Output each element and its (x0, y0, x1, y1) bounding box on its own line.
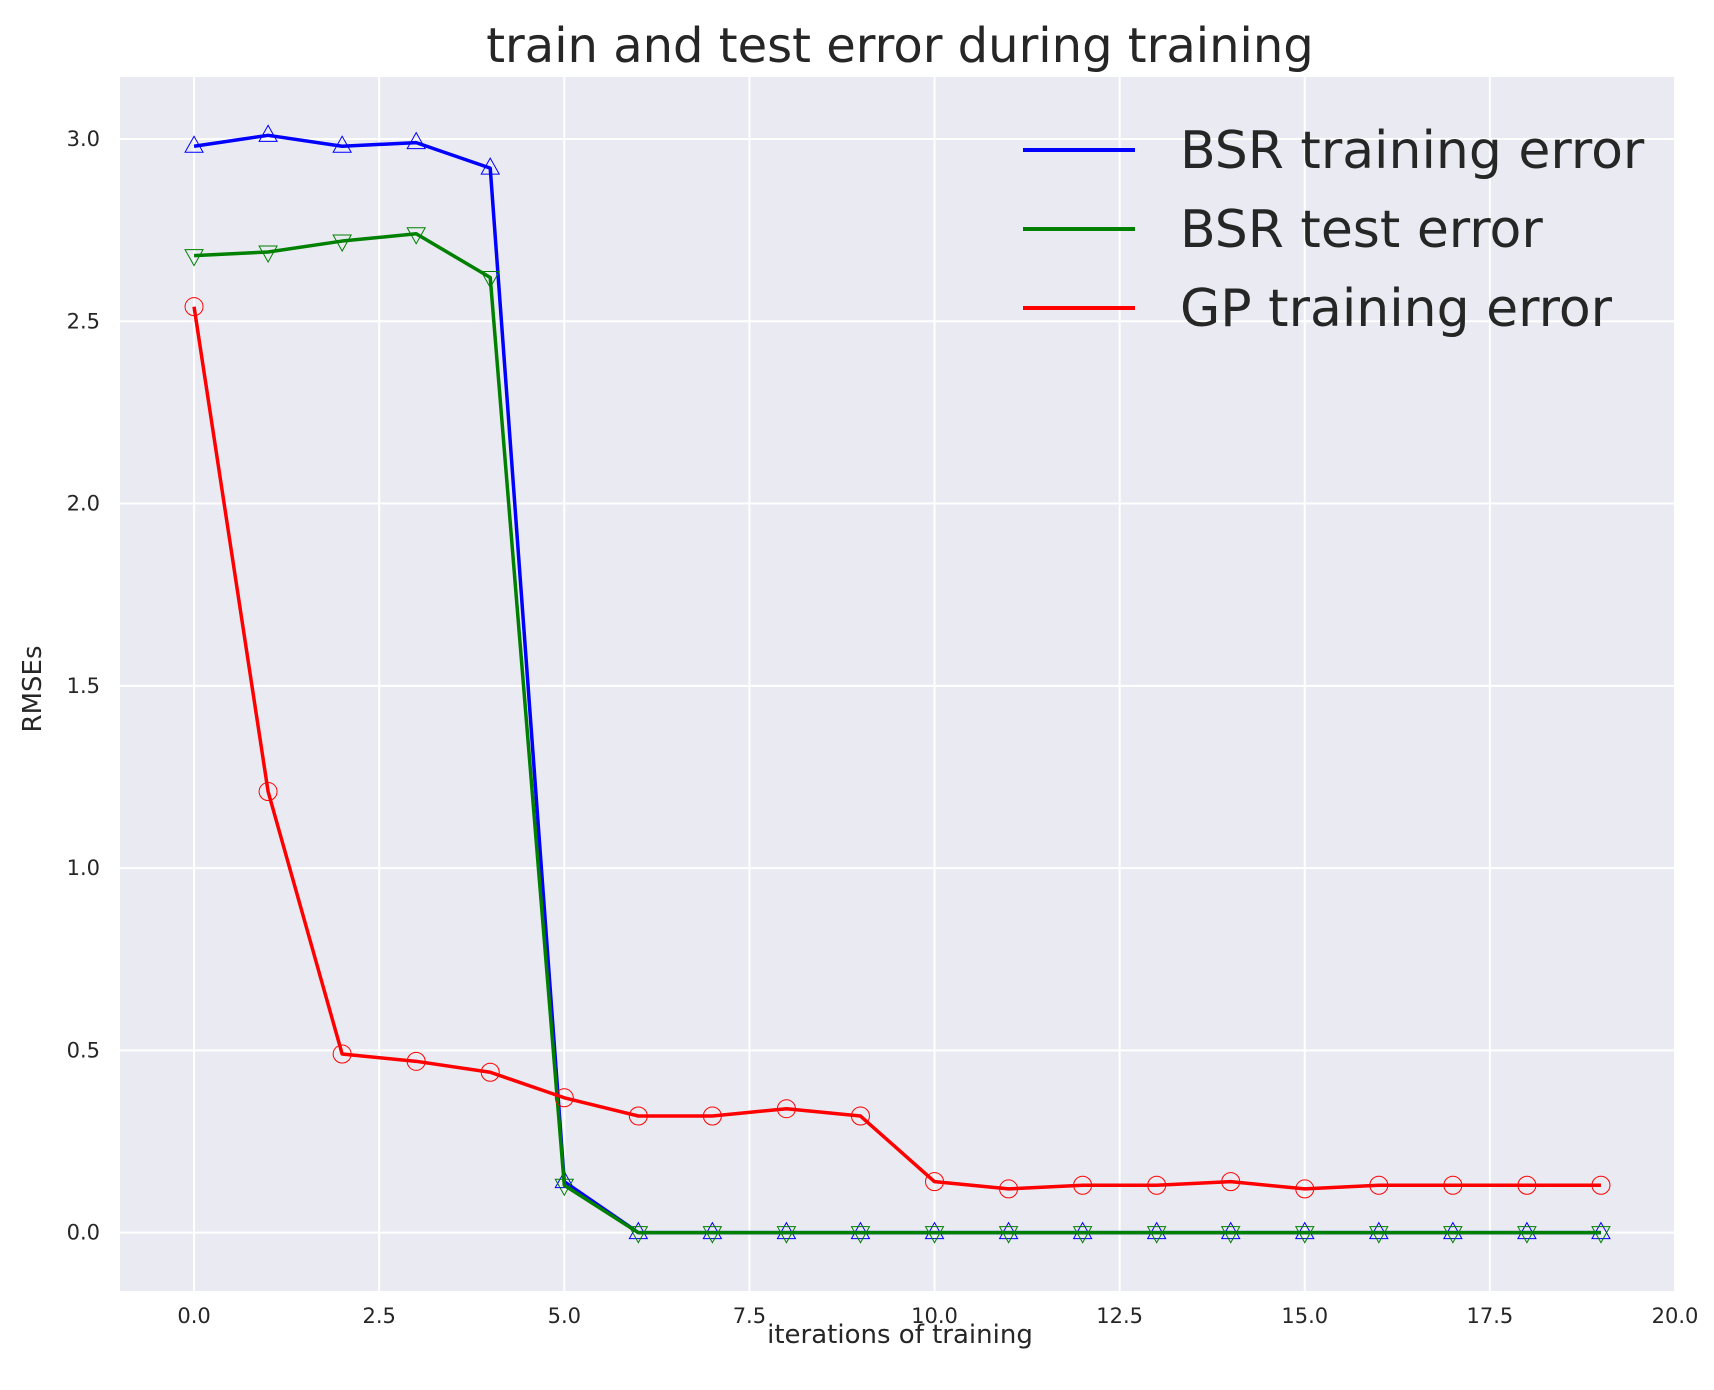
data-point-triangle-down (924, 1226, 945, 1244)
y-tick-label: 2.0 (67, 492, 100, 516)
data-point-circle (1443, 1175, 1463, 1195)
legend: BSR training error BSR test error GP train… (1023, 121, 1645, 339)
data-point-circle (1221, 1172, 1241, 1192)
data-point-triangle-down (184, 249, 204, 267)
data-point-circle (999, 1179, 1019, 1199)
data-point-circle (184, 297, 204, 317)
data-point-triangle-up (1517, 1221, 1537, 1240)
data-point-triangle-up (998, 1221, 1019, 1240)
data-point-triangle-up (776, 1221, 797, 1240)
x-tick-label: 20.0 (1652, 1304, 1699, 1328)
data-point-triangle-down (776, 1226, 797, 1244)
data-point-triangle-up (480, 157, 501, 175)
data-point-triangle-up (1368, 1221, 1389, 1240)
data-point-circle (1073, 1175, 1093, 1195)
data-point-triangle-down (406, 227, 427, 245)
data-point-triangle-up (850, 1221, 871, 1240)
data-point-circle (628, 1106, 648, 1126)
data-point-circle (850, 1106, 870, 1126)
legend-label: BSR test error (1180, 200, 1543, 260)
y-tick-label: 1.0 (67, 856, 100, 880)
data-point-triangle-up (1220, 1221, 1241, 1240)
data-point-triangle-up (332, 135, 352, 153)
data-point-triangle-up (406, 131, 427, 150)
y-tick-label: 0.0 (67, 1221, 100, 1245)
data-point-triangle-down (850, 1226, 871, 1244)
data-point-circle (1295, 1179, 1315, 1199)
chart-title: train and test error during training (486, 18, 1314, 74)
data-point-triangle-down (554, 1178, 575, 1197)
x-axis-label: iterations of training (767, 1320, 1033, 1350)
data-point-circle (554, 1088, 574, 1108)
series-line (193, 232, 1601, 1235)
data-point-triangle-up (924, 1221, 945, 1240)
data-point-circle (258, 782, 278, 802)
data-point-circle (925, 1172, 945, 1192)
series-1 (184, 227, 1611, 1244)
legend-item: BSR training error (1023, 121, 1645, 181)
data-point-circle (1147, 1175, 1167, 1195)
data-point-triangle-up (1294, 1221, 1315, 1240)
x-tick-label: 10.0 (911, 1304, 958, 1328)
data-point-triangle-down (1517, 1226, 1537, 1244)
series-2 (184, 297, 1611, 1199)
data-point-triangle-down (1146, 1226, 1167, 1244)
data-point-triangle-down (480, 271, 501, 289)
data-point-circle (1591, 1175, 1611, 1195)
y-tick-label: 3.0 (67, 127, 100, 151)
data-point-circle (702, 1106, 722, 1126)
y-tick-label: 1.5 (67, 674, 100, 698)
x-tick-label: 17.5 (1466, 1304, 1513, 1328)
y-axis-ticks: 0.0 0.5 1.0 1.5 2.0 2.5 3.0 (67, 127, 100, 1245)
data-point-triangle-down (702, 1226, 723, 1244)
x-tick-label: 5.0 (548, 1304, 581, 1328)
data-point-triangle-down (1368, 1226, 1389, 1244)
data-point-triangle-down (1294, 1226, 1315, 1244)
data-point-triangle-down (1072, 1226, 1093, 1244)
data-point-triangle-down (998, 1226, 1019, 1244)
legend-label: GP training error (1180, 279, 1613, 339)
data-point-circle (776, 1099, 796, 1119)
y-tick-label: 0.5 (67, 1038, 100, 1062)
x-tick-label: 12.5 (1096, 1304, 1143, 1328)
data-point-circle (332, 1044, 352, 1064)
data-point-triangle-down (1443, 1226, 1463, 1244)
data-point-circle (1369, 1175, 1389, 1195)
data-point-triangle-up (184, 135, 204, 153)
data-point-triangle-up (258, 124, 278, 142)
y-tick-label: 2.5 (67, 309, 100, 333)
series-line (192, 306, 1601, 1191)
data-point-triangle-up (1072, 1221, 1093, 1240)
data-point-triangle-down (1591, 1226, 1611, 1244)
y-axis-label: RMSEs (18, 646, 48, 733)
data-point-triangle-down (1220, 1226, 1241, 1244)
data-point-triangle-down (258, 245, 278, 264)
data-point-triangle-down (628, 1226, 649, 1244)
data-point-circle (480, 1062, 500, 1082)
data-point-circle (406, 1051, 426, 1071)
x-axis-ticks: 0.0 2.5 5.0 7.5 10.0 12.5 15.0 17.5 20.0 (177, 1304, 1698, 1328)
x-tick-label: 7.5 (733, 1304, 766, 1328)
x-tick-label: 2.5 (362, 1304, 395, 1328)
x-tick-label: 15.0 (1281, 1304, 1328, 1328)
data-point-triangle-up (1146, 1221, 1167, 1240)
legend-label: BSR training error (1180, 121, 1645, 181)
legend-item: GP training error (1023, 279, 1613, 339)
data-point-triangle-up (702, 1221, 723, 1240)
legend-item: BSR test error (1023, 200, 1543, 260)
series-layer (184, 124, 1611, 1244)
x-tick-label: 0.0 (177, 1304, 210, 1328)
data-point-triangle-up (1591, 1221, 1611, 1240)
data-point-triangle-up (1443, 1221, 1463, 1240)
data-point-triangle-down (332, 234, 352, 253)
data-point-circle (1517, 1175, 1537, 1195)
